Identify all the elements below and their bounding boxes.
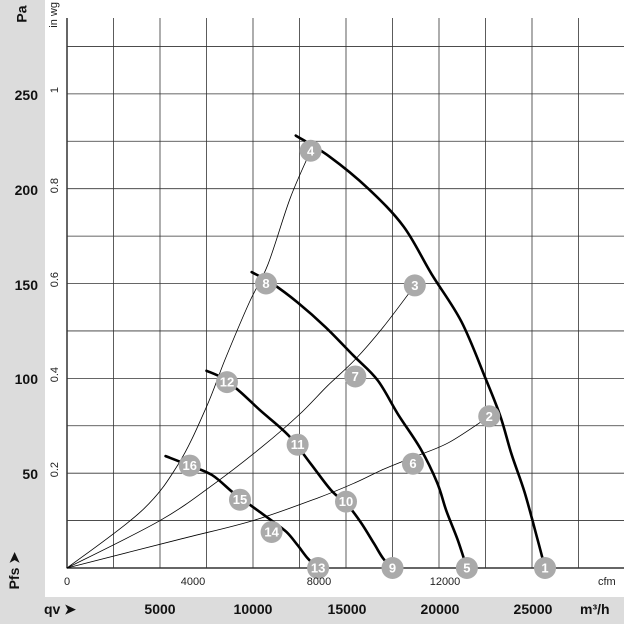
x-secondary-tick-label: 12000 bbox=[429, 576, 461, 588]
operating-point: 9 bbox=[381, 557, 404, 579]
y-axis-name-text: Pfs bbox=[6, 567, 22, 590]
operating-point-label: 2 bbox=[486, 409, 493, 424]
y-secondary-tick-label: 0.6 bbox=[49, 272, 61, 288]
x-secondary-tick-label: 4000 bbox=[180, 576, 206, 588]
operating-point-marker bbox=[228, 488, 251, 511]
y-tick-label: 100 bbox=[14, 371, 38, 387]
operating-point-label: 6 bbox=[409, 456, 416, 471]
operating-point-label: 5 bbox=[463, 561, 470, 576]
operating-point-marker bbox=[307, 557, 330, 579]
operating-point-label: 7 bbox=[352, 369, 359, 384]
operating-point-marker bbox=[178, 454, 201, 477]
operating-point-label: 4 bbox=[307, 143, 315, 158]
x-tick-label: 25000 bbox=[513, 601, 553, 617]
operating-point: 1 bbox=[534, 557, 557, 579]
operating-point-label: 11 bbox=[291, 437, 305, 452]
y-tick-label: 50 bbox=[22, 466, 38, 482]
operating-point: 13 bbox=[307, 557, 330, 579]
left-axis-strip bbox=[0, 0, 45, 624]
y-secondary-tick-label: 0.2 bbox=[49, 462, 61, 478]
operating-point-marker bbox=[455, 557, 478, 579]
y-axis-arrow-icon: ➤ bbox=[6, 552, 22, 564]
operating-point-marker bbox=[299, 139, 322, 162]
x-axis-name-text: qv bbox=[44, 601, 61, 617]
y-axis-name: Pfs ➤ bbox=[6, 552, 22, 589]
operating-point-marker bbox=[260, 520, 283, 543]
grid bbox=[66, 18, 624, 569]
y-secondary-tick-label: 0.4 bbox=[49, 367, 61, 383]
operating-point-label: 1 bbox=[541, 561, 548, 576]
bottom-axis-strip bbox=[0, 597, 624, 624]
system-curve bbox=[66, 150, 312, 569]
operating-point-label: 16 bbox=[183, 458, 197, 473]
operating-point: 6 bbox=[401, 452, 424, 475]
operating-point: 5 bbox=[455, 557, 478, 579]
operating-point-marker bbox=[286, 433, 309, 456]
fan-curve bbox=[294, 134, 547, 570]
operating-point-label: 13 bbox=[311, 561, 325, 576]
operating-point-marker bbox=[381, 557, 404, 579]
x-axis-arrow-icon: ➤ bbox=[64, 601, 76, 617]
operating-point-marker bbox=[255, 272, 278, 295]
x-tick-label: 15000 bbox=[327, 601, 367, 617]
operating-point-marker bbox=[335, 490, 357, 513]
operating-point-marker bbox=[344, 365, 367, 388]
y-secondary-unit-label: in wg bbox=[48, 2, 60, 28]
x-tick-label: 5000 bbox=[144, 601, 176, 617]
operating-point-label: 12 bbox=[220, 375, 234, 390]
y-secondary-tick-label: 0.8 bbox=[49, 178, 61, 194]
operating-point: 14 bbox=[260, 520, 283, 543]
curves bbox=[66, 134, 547, 570]
fan-curve bbox=[205, 369, 394, 570]
operating-point-label: 14 bbox=[264, 524, 279, 539]
operating-point: 16 bbox=[178, 454, 201, 477]
x-secondary-unit-label: cfm bbox=[598, 576, 616, 588]
y-secondary-tick-label: 1 bbox=[49, 87, 61, 94]
operating-point: 7 bbox=[344, 365, 367, 388]
operating-point-marker bbox=[401, 452, 424, 475]
y-unit-label: Pa bbox=[13, 5, 30, 23]
operating-point-label: 8 bbox=[262, 276, 269, 291]
system-curve bbox=[66, 415, 490, 569]
y-tick-label: 200 bbox=[14, 182, 38, 198]
system-curve bbox=[66, 285, 416, 569]
x-secondary-tick-label: 8000 bbox=[306, 576, 332, 588]
operating-point-label: 3 bbox=[411, 278, 418, 293]
operating-point-label: 10 bbox=[339, 494, 353, 509]
operating-point-marker bbox=[478, 405, 501, 428]
y-tick-label: 250 bbox=[14, 87, 38, 103]
operating-point: 15 bbox=[228, 488, 251, 511]
operating-point: 3 bbox=[403, 274, 426, 297]
x-tick-label: 10000 bbox=[233, 601, 273, 617]
x-unit-label: m³/h bbox=[580, 601, 610, 617]
operating-point: 2 bbox=[478, 405, 501, 428]
operating-point-marker bbox=[403, 274, 426, 297]
y-tick-label: 150 bbox=[14, 277, 38, 293]
operating-point: 8 bbox=[255, 272, 278, 295]
operating-point: 12 bbox=[215, 371, 238, 394]
operating-point-marker bbox=[534, 557, 557, 579]
x-axis-name: qv ➤ bbox=[44, 601, 76, 618]
x-tick-label: 20000 bbox=[420, 601, 460, 617]
operating-point: 4 bbox=[299, 139, 322, 162]
operating-point-label: 15 bbox=[233, 492, 247, 507]
operating-point: 11 bbox=[286, 433, 309, 456]
operating-point-label: 9 bbox=[389, 561, 396, 576]
fan-curve bbox=[164, 454, 324, 570]
operating-point-marker bbox=[215, 371, 238, 394]
fan-curve bbox=[250, 270, 469, 570]
operating-point: 10 bbox=[335, 490, 357, 513]
x-secondary-tick-label: 0 bbox=[63, 576, 71, 588]
